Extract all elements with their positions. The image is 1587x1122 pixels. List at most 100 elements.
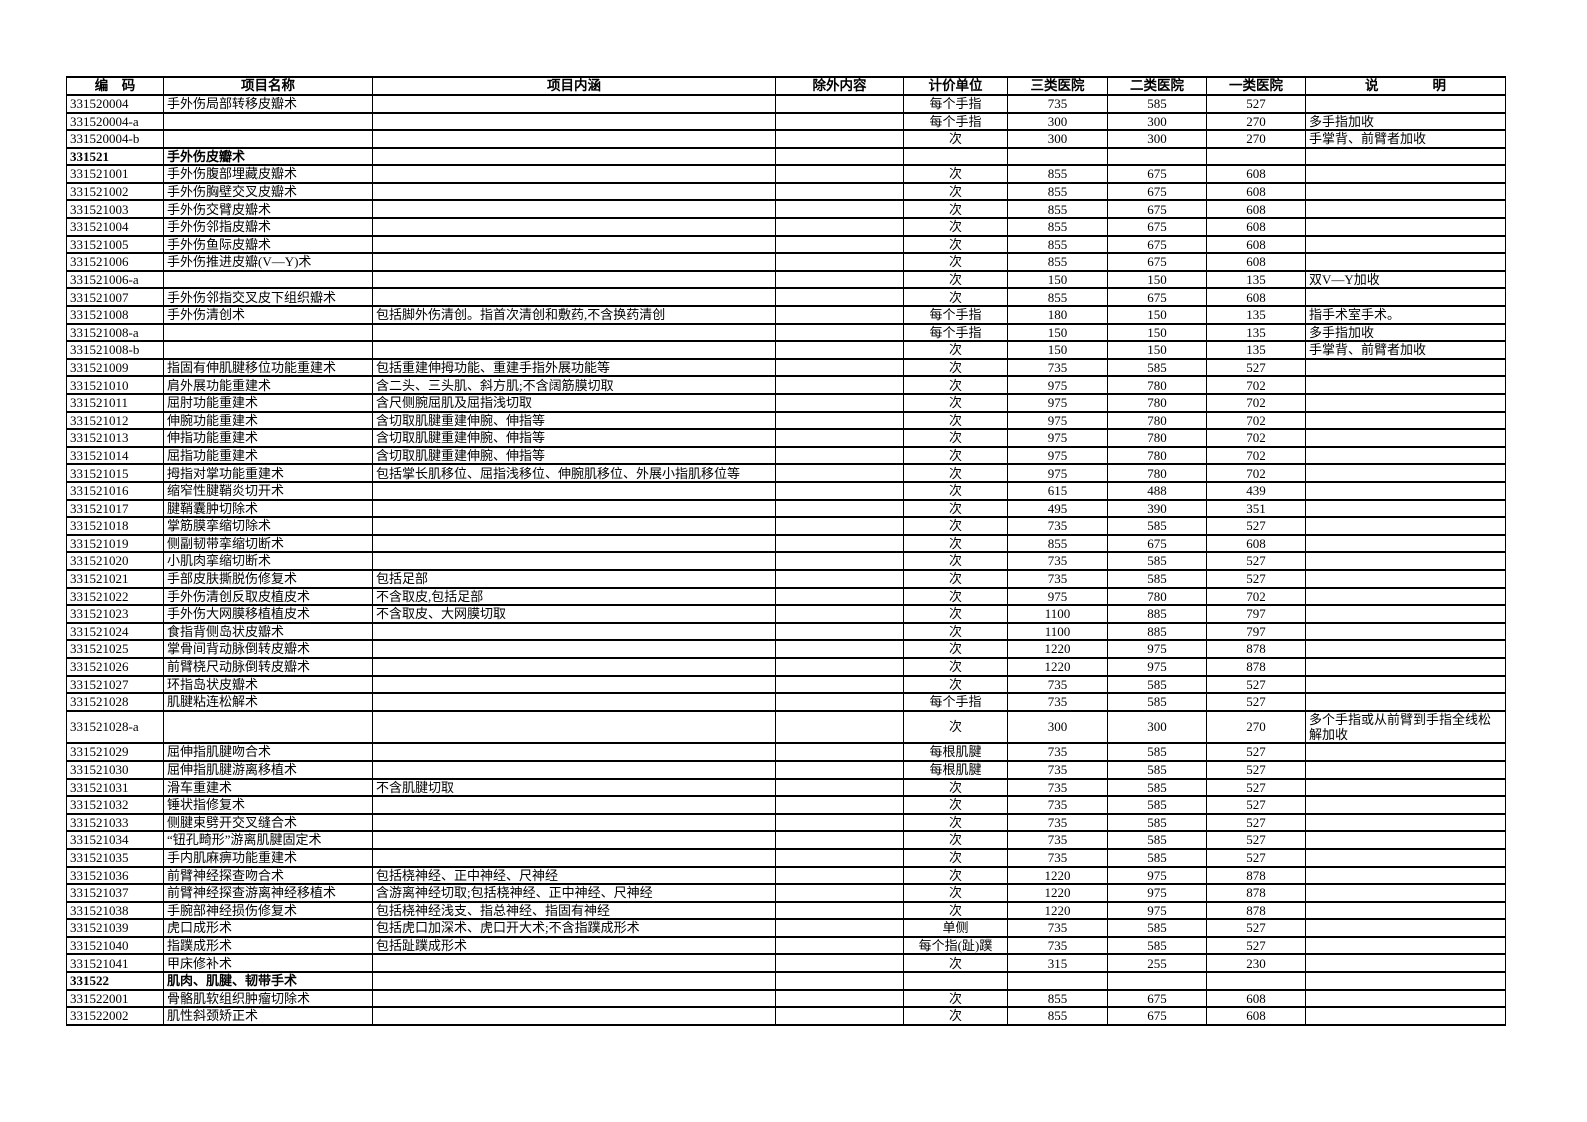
cell-tier3-price <box>1007 971 1108 991</box>
cell-code: 331522001 <box>66 988 164 1009</box>
cell-code: 331522 <box>66 971 164 991</box>
table-row: 331521025 掌骨间背动脉倒转皮瓣术 次 1220 975 878 <box>66 639 1506 659</box>
cell-note <box>1305 674 1506 695</box>
cell-tier1-price: 878 <box>1206 883 1306 903</box>
cell-tier3-price: 1220 <box>1007 639 1108 659</box>
cell-note: 手掌背、前臂者加收 <box>1305 129 1506 149</box>
cell-name: 前臂桡尺动脉倒转皮瓣术 <box>163 656 373 677</box>
cell-unit: 每个手指 <box>903 305 1008 325</box>
cell-tier2-price: 255 <box>1107 953 1207 974</box>
cell-content: 包括重建伸拇功能、重建手指外展功能等 <box>372 357 776 378</box>
cell-tier1-price: 527 <box>1206 692 1306 712</box>
cell-tier1-price: 702 <box>1206 393 1306 413</box>
cell-tier2-price: 675 <box>1107 164 1207 184</box>
cell-unit: 每个手指 <box>903 692 1008 712</box>
cell-tier3-price: 855 <box>1007 287 1108 308</box>
cell-content <box>372 164 776 184</box>
cell-exclusion <box>775 918 904 938</box>
cell-tier3-price: 315 <box>1007 953 1108 974</box>
cell-exclusion <box>775 656 904 677</box>
cell-exclusion <box>775 410 904 431</box>
table-row: 331522001 骨骼肌软组织肿瘤切除术 次 855 675 608 <box>66 988 1506 1009</box>
cell-unit: 次 <box>903 463 1008 483</box>
cell-tier1-price: 608 <box>1206 217 1306 237</box>
cell-unit: 次 <box>903 604 1008 624</box>
cell-code: 331521015 <box>66 463 164 483</box>
cell-exclusion <box>775 93 904 114</box>
cell-unit: 次 <box>903 269 1008 290</box>
cell-name <box>163 340 373 360</box>
cell-name: 肩外展功能重建术 <box>163 375 373 395</box>
cell-exclusion <box>775 604 904 624</box>
cell-unit: 次 <box>903 656 1008 677</box>
table-row: 331521036 前臂神经探查吻合术 包括桡神经、正中神经、尺神经 次 122… <box>66 865 1506 886</box>
cell-tier2-price: 585 <box>1107 830 1207 850</box>
cell-tier3-price: 1220 <box>1007 656 1108 677</box>
cell-code: 331520004-b <box>66 129 164 149</box>
cell-name: 手外伤鱼际皮瓣术 <box>163 234 373 255</box>
cell-content: 含切取肌腱重建伸腕、伸指等 <box>372 428 776 448</box>
cell-tier2-price: 975 <box>1107 639 1207 659</box>
cell-unit: 次 <box>903 639 1008 659</box>
cell-note <box>1305 639 1506 659</box>
cell-name: 手外伤腹部埋藏皮瓣术 <box>163 164 373 184</box>
cell-tier1-price: 527 <box>1206 93 1306 114</box>
table-row: 331521006-a 次 150 150 135 双V—Y加收 <box>66 269 1506 290</box>
cell-tier2-price: 585 <box>1107 551 1207 571</box>
cell-unit: 次 <box>903 393 1008 413</box>
cell-code: 331521007 <box>66 287 164 308</box>
cell-tier1-price: 608 <box>1206 199 1306 220</box>
table-row: 331521037 前臂神经探查游离神经移植术 含游离神经切取;包括桡神经、正中… <box>66 883 1506 903</box>
cell-content: 含游离神经切取;包括桡神经、正中神经、尺神经 <box>372 883 776 903</box>
cell-exclusion <box>775 463 904 483</box>
cell-content <box>372 516 776 536</box>
cell-unit <box>903 146 1008 167</box>
cell-exclusion <box>775 199 904 220</box>
cell-exclusion <box>775 111 904 132</box>
cell-name: 手外伤清创反取皮植皮术 <box>163 586 373 607</box>
cell-tier2-price: 585 <box>1107 568 1207 589</box>
table-row: 331521009 指固有伸肌腱移位功能重建术 包括重建伸拇功能、重建手指外展功… <box>66 357 1506 378</box>
cell-name: 小肌肉挛缩切断术 <box>163 551 373 571</box>
header-tier2-hospital: 二类医院 <box>1107 76 1207 96</box>
cell-code: 331521035 <box>66 847 164 868</box>
cell-tier2-price: 675 <box>1107 533 1207 554</box>
cell-name <box>163 322 373 343</box>
cell-content <box>372 181 776 202</box>
cell-unit: 次 <box>903 252 1008 272</box>
cell-exclusion <box>775 269 904 290</box>
cell-name: 手外伤大网膜移植植皮术 <box>163 604 373 624</box>
cell-tier2-price: 488 <box>1107 481 1207 501</box>
cell-tier1-price: 527 <box>1206 551 1306 571</box>
table-row: 331521030 屈伸指肌腱游离移植术 每根肌腱 735 585 527 <box>66 759 1506 780</box>
cell-note: 多手指加收 <box>1305 111 1506 132</box>
cell-unit: 次 <box>903 217 1008 237</box>
table-row: 331522 肌肉、肌腱、韧带手术 <box>66 971 1506 991</box>
table-row: 331521029 屈伸指肌腱吻合术 每根肌腱 735 585 527 <box>66 742 1506 762</box>
table-row: 331522002 肌性斜颈矫正术 次 855 675 608 <box>66 1006 1506 1026</box>
cell-note <box>1305 656 1506 677</box>
cell-code: 331521040 <box>66 935 164 956</box>
cell-content <box>372 621 776 642</box>
cell-name: 手外伤局部转移皮瓣术 <box>163 93 373 114</box>
cell-tier2-price <box>1107 971 1207 991</box>
cell-name: 手外伤推进皮瓣(V—Y)术 <box>163 252 373 272</box>
cell-code: 331521029 <box>66 742 164 762</box>
cell-code: 331521025 <box>66 639 164 659</box>
cell-content: 含切取肌腱重建伸腕、伸指等 <box>372 445 776 466</box>
table-row: 331521013 伸指功能重建术 含切取肌腱重建伸腕、伸指等 次 975 78… <box>66 428 1506 448</box>
cell-content <box>372 234 776 255</box>
cell-tier3-price: 180 <box>1007 305 1108 325</box>
cell-note <box>1305 252 1506 272</box>
cell-exclusion <box>775 481 904 501</box>
cell-tier1-price: 878 <box>1206 900 1306 921</box>
cell-tier1-price: 351 <box>1206 498 1306 519</box>
cell-code: 331521014 <box>66 445 164 466</box>
header-unit: 计价单位 <box>903 76 1008 96</box>
cell-exclusion <box>775 568 904 589</box>
cell-name: 手外伤清创术 <box>163 305 373 325</box>
cell-note <box>1305 199 1506 220</box>
cell-note <box>1305 883 1506 903</box>
table-row: 331521021 手部皮肤撕脱伤修复术 包括足部 次 735 585 527 <box>66 568 1506 589</box>
cell-code: 331521003 <box>66 199 164 220</box>
